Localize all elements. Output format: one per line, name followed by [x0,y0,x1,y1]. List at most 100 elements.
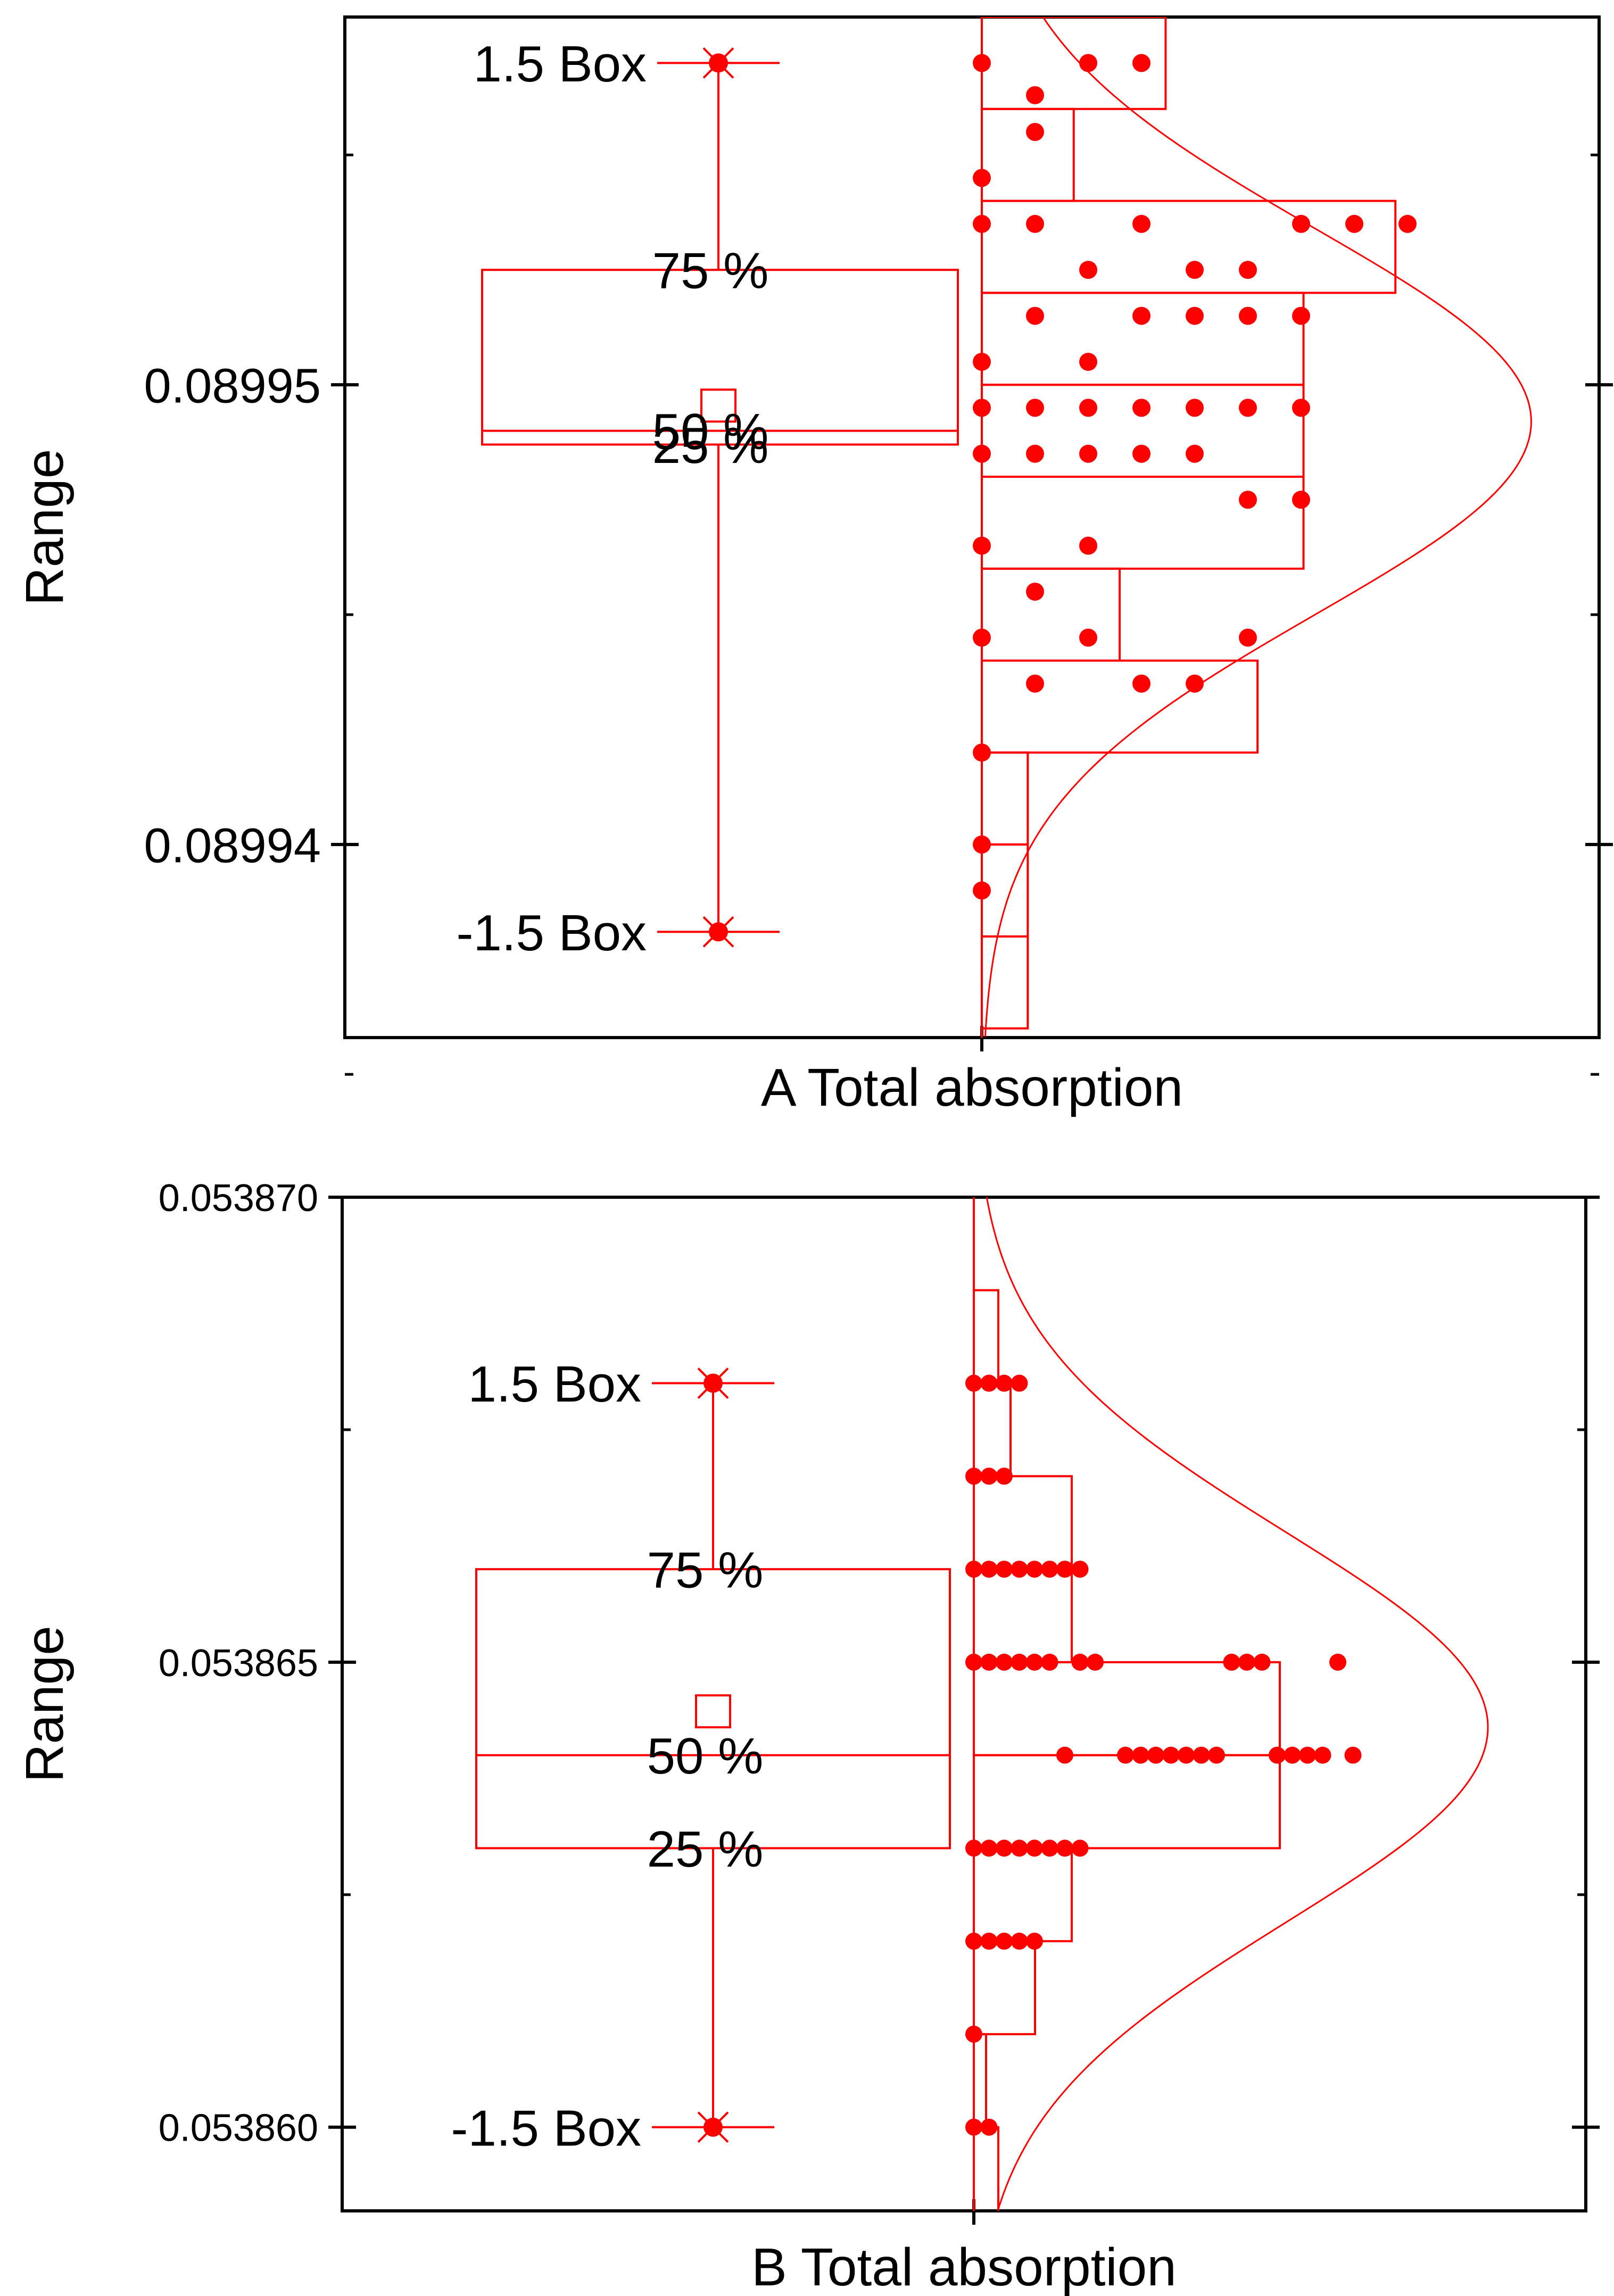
y-tick-label: 0.053865 [159,1642,318,1685]
y-axis-label: Range [15,449,75,606]
histogram-bar [981,200,1397,294]
data-point [1292,306,1310,325]
data-point [1186,674,1204,693]
box-mean-marker [695,1694,731,1729]
data-point [1026,1933,1043,1950]
data-point [1132,1746,1149,1764]
data-point [1193,1746,1210,1764]
data-point [1132,674,1151,693]
data-point [973,835,991,854]
median-label: 50 % [647,1728,764,1785]
data-point [1041,1653,1058,1671]
data-point [1071,1653,1089,1671]
x-axis-label: A Total absorption [761,1058,1183,1117]
data-point [965,2025,982,2043]
data-point [965,1839,982,1857]
data-point [973,743,991,762]
data-point [1292,214,1310,233]
whisker-cap-upper-cross [702,47,734,79]
histogram-bar [973,1847,1073,1943]
data-point [996,1468,1013,1485]
data-point [1071,1839,1089,1857]
data-point [980,1374,998,1392]
data-point [965,1374,982,1392]
plot-frame [343,15,1601,1039]
histogram-bar [973,1940,1036,2035]
data-point [1186,261,1204,279]
whisker-high-label: 1.5 Box [468,1356,641,1413]
data-point [973,444,991,463]
data-point [996,1933,1013,1950]
data-point [1132,54,1151,72]
data-point [973,881,991,900]
data-point [1314,1746,1331,1764]
data-point [1186,306,1204,325]
data-point [1026,1839,1043,1857]
whisker-cap-lower-cross [702,916,734,948]
data-point [1239,261,1257,279]
data-point [1284,1746,1301,1764]
histogram-bar [981,107,1075,202]
data-point [1026,122,1044,141]
q1-label: 25 % [652,417,769,474]
data-point [1026,1653,1043,1671]
data-point [1041,1839,1058,1857]
data-point [973,352,991,371]
data-point [1239,491,1257,509]
data-point [1269,1746,1286,1764]
data-point [965,1468,982,1485]
data-point [1147,1746,1164,1764]
data-point [1253,1653,1271,1671]
data-point [1071,1561,1089,1578]
data-point [1132,399,1151,417]
x-axis-label: B Total absorption [751,2237,1177,2296]
data-point [1026,444,1044,463]
q1-label: 25 % [647,1821,764,1878]
data-point [980,1468,998,1485]
data-point [1292,491,1310,509]
panel-a: 0.08994 0.08995 A Total absorption Range 1.5… [15,15,1613,1117]
data-point [1186,399,1204,417]
histogram-bar [981,751,1029,846]
data-point [1132,306,1151,325]
data-point [1238,1653,1255,1671]
data-point [1329,1653,1346,1671]
data-point [1079,261,1097,279]
data-point [1162,1746,1180,1764]
data-point [1239,306,1257,325]
data-point [1041,1561,1058,1578]
data-point [1011,1839,1028,1857]
data-point [996,1561,1013,1578]
data-point [996,1374,1013,1392]
data-point [1132,444,1151,463]
data-point [1223,1653,1240,1671]
data-point [1026,674,1044,693]
plot-frame [341,1196,1587,2212]
histogram-bar [973,1754,1281,1850]
data-point [1079,444,1097,463]
histogram-bar [973,1289,999,1385]
data-point [973,399,991,417]
q3-label: 75 % [647,1542,764,1599]
box-mean-marker [700,388,736,423]
data-point [1186,444,1204,463]
data-point [980,2118,998,2136]
median-label: 50 % [652,403,769,460]
data-point [1026,214,1044,233]
histogram-bar [973,1661,1281,1756]
histogram-bar [973,1382,1012,1478]
whisker-cap-lower-cross [697,2111,729,2143]
whisker-low-label: -1.5 Box [456,905,647,961]
q3-label: 75 % [652,243,769,300]
y-tick-label: 0.053870 [159,1177,318,1220]
data-point [1079,628,1097,647]
histogram-bar [981,475,1305,570]
plot-area [481,17,1532,1038]
whisker-high-label: 1.5 Box [473,36,647,93]
y-tick-label: 0.08994 [144,818,321,873]
whisker-low-label: -1.5 Box [451,2100,641,2157]
panel-b: 0.053860 0.053865 0.053870 B Total absorpti… [15,1177,1600,2296]
data-point [1117,1746,1134,1764]
data-point [1011,1933,1028,1950]
